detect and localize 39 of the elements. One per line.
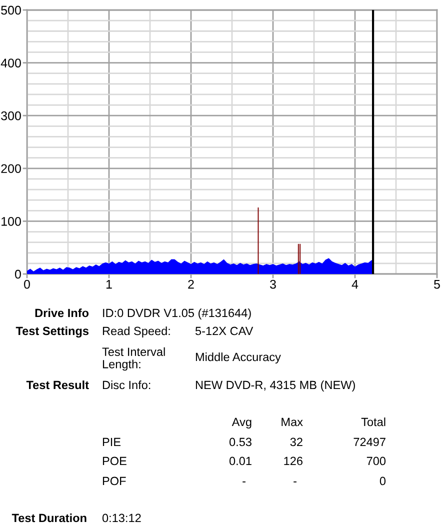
y-tick-label: 0 [14, 270, 21, 279]
text: 126 [284, 456, 302, 466]
text: ID:0 DVDR V1.05 (#131644) [103, 308, 251, 320]
x-tick-label: 1 [106, 280, 112, 289]
x-tick-label: 2 [188, 280, 194, 289]
text: POF [102, 476, 126, 486]
text: Avg [232, 418, 252, 429]
y-tick-label: 200 [1, 164, 21, 174]
text: 32 [290, 438, 302, 446]
text: Test Settings [16, 326, 89, 338]
text: Max [282, 418, 303, 426]
text: 0 [380, 476, 386, 486]
text: Total [361, 417, 386, 426]
text: Middle Accuracy [196, 352, 281, 364]
text: Drive Info [35, 308, 89, 318]
text: - [242, 481, 246, 482]
text: 72497 [354, 438, 386, 446]
text: 5-12X CAV [195, 326, 254, 336]
x-tick-label: 0 [24, 280, 30, 289]
text: - [294, 481, 296, 482]
text: 700 [366, 456, 386, 466]
text: Test Result [26, 380, 89, 390]
text: 0.01 [229, 456, 252, 466]
y-tick-label: 400 [0, 58, 21, 68]
text: Test Duration [12, 513, 86, 522]
text: 0:13:12 [102, 514, 141, 522]
text: NEW DVD-R, 4315 MB (NEW) [196, 380, 355, 392]
text: 0.53 [229, 438, 252, 446]
y-tick-label: 300 [1, 111, 21, 120]
text: Read Speed: [102, 326, 170, 338]
text: Test Interval Length: [102, 347, 165, 371]
y-tick-label: 500 [1, 6, 21, 15]
x-tick-label: 3 [270, 280, 276, 289]
y-tick-label: 100 [2, 217, 21, 226]
text: Disc Info: [102, 380, 150, 390]
x-tick-label: 5 [434, 280, 440, 289]
text: PIE [102, 438, 121, 446]
x-tick-label: 4 [352, 280, 358, 289]
text: POE [102, 456, 126, 466]
